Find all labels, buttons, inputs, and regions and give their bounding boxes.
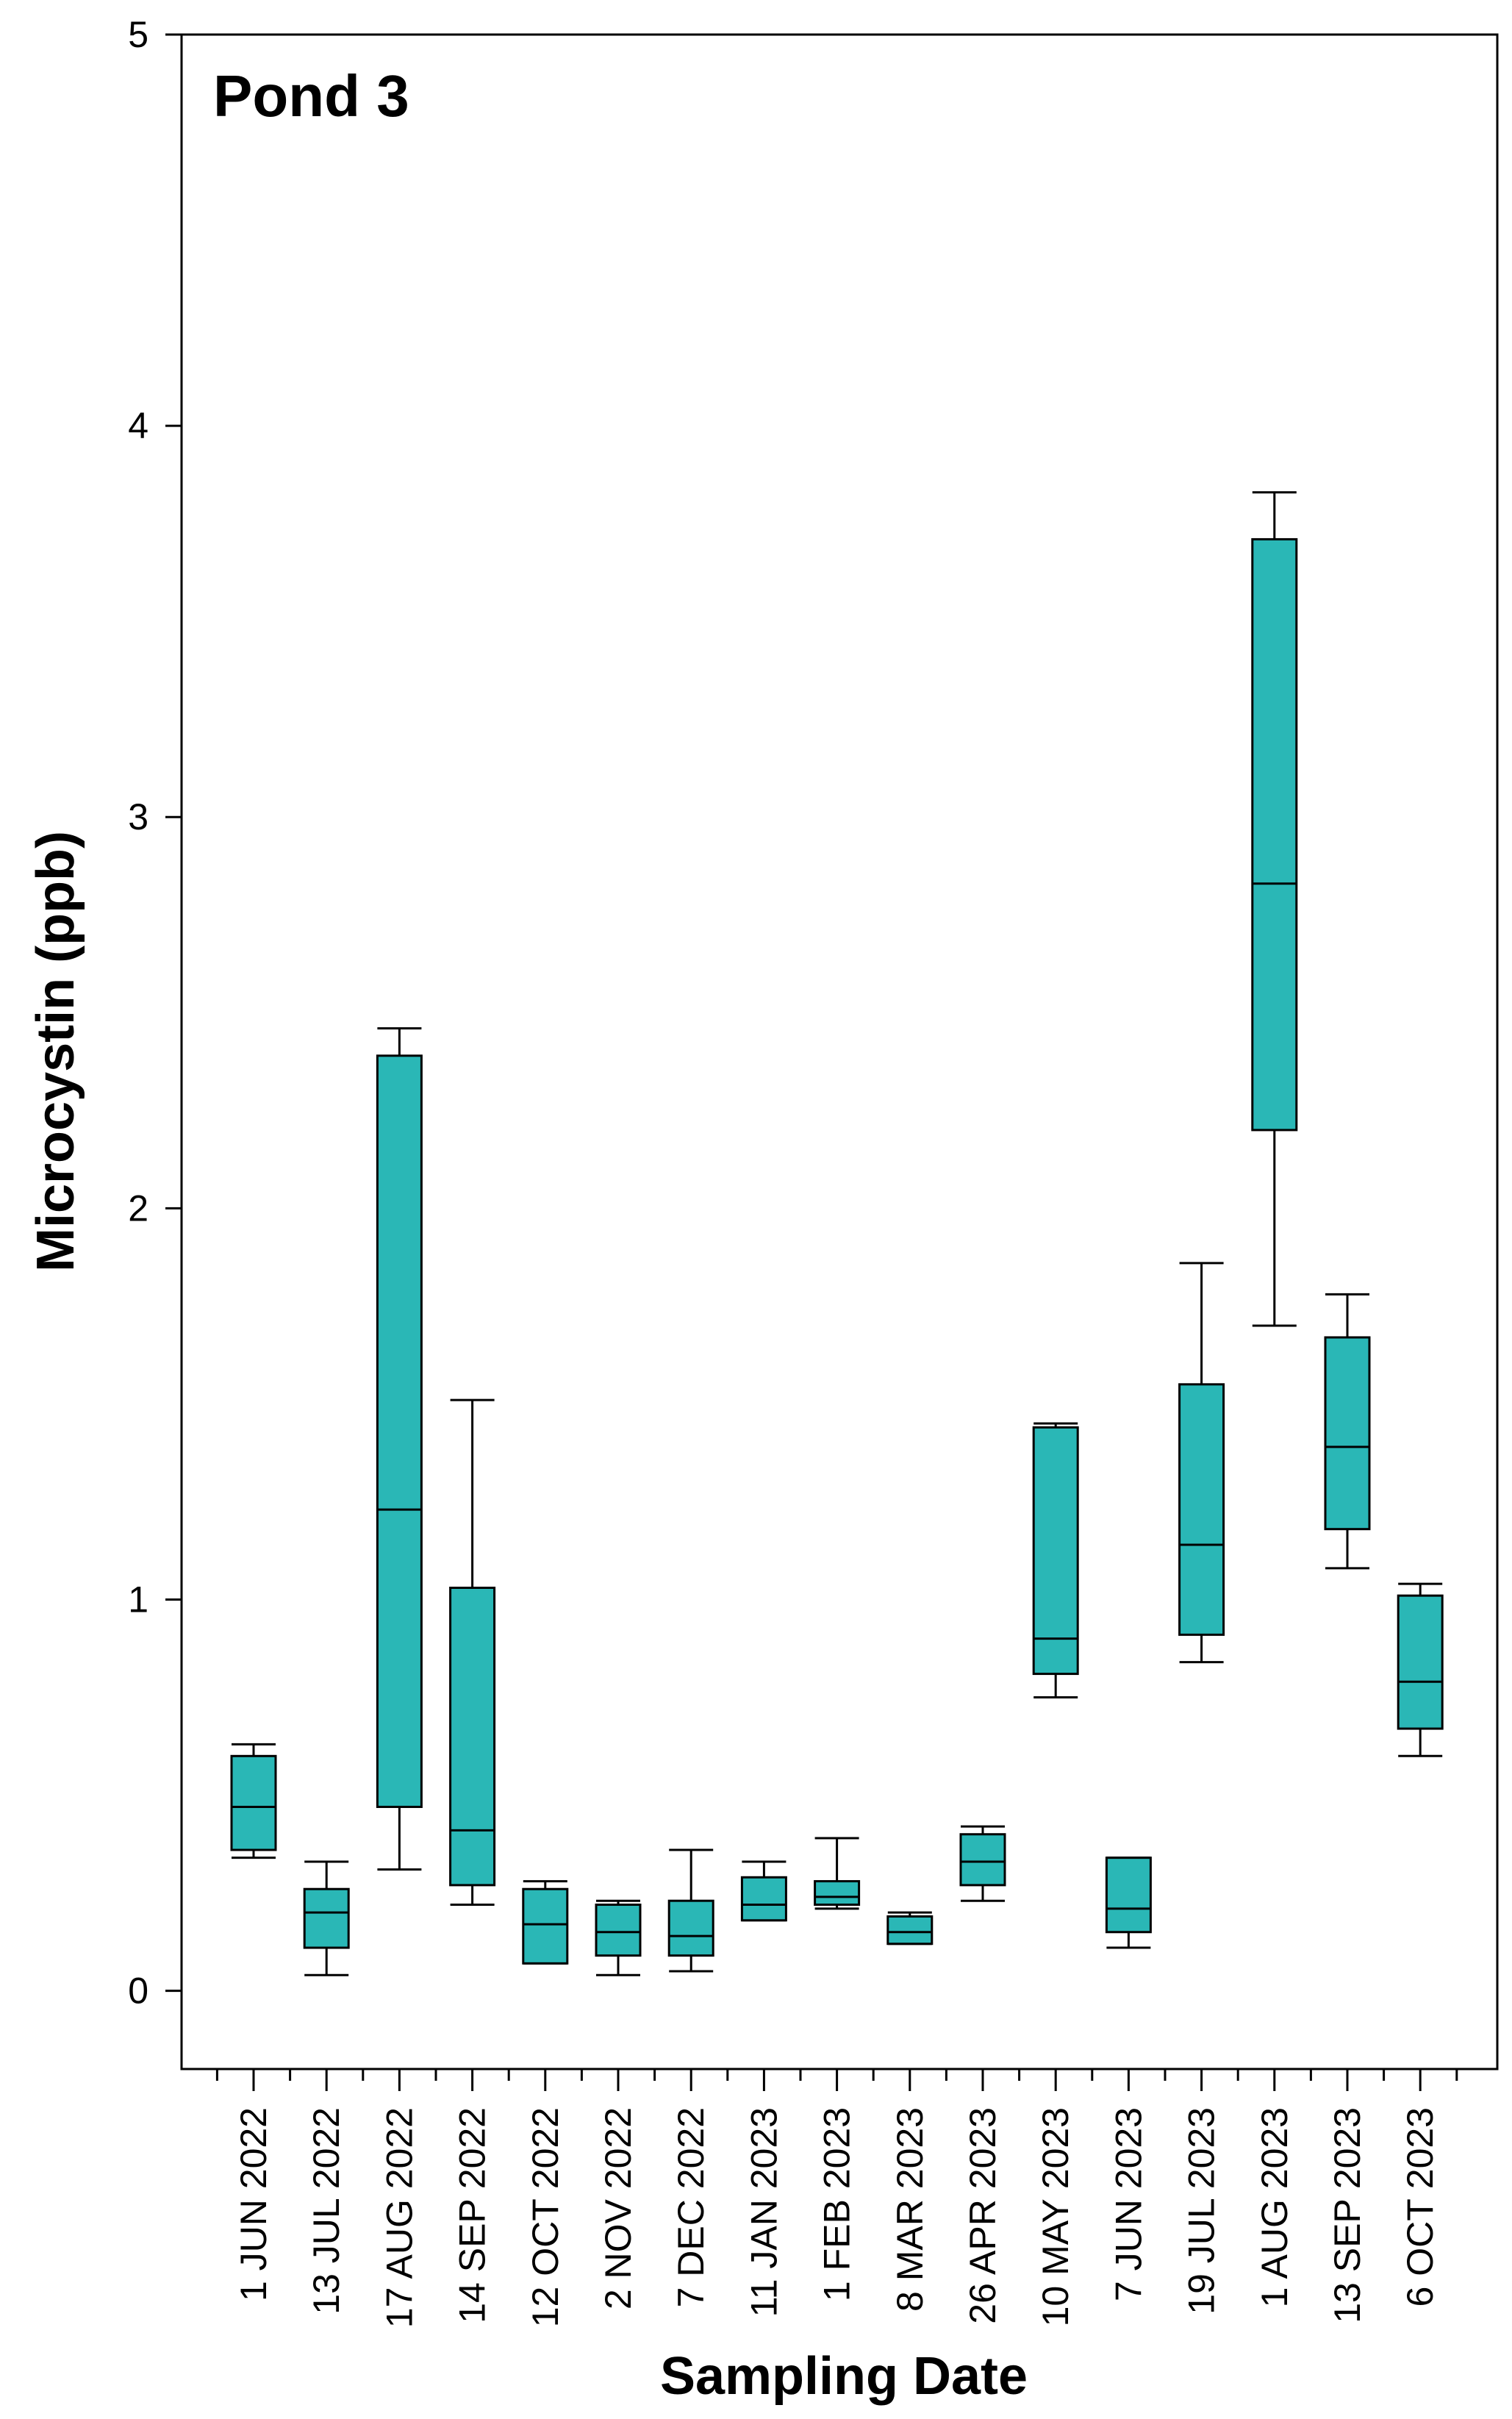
x-tick-label: 1 AUG 2023 — [1254, 2107, 1295, 2307]
x-tick-label: 17 AUG 2022 — [379, 2107, 420, 2328]
box-plot — [1251, 491, 1298, 1327]
box-plot — [303, 1860, 350, 1976]
box-iqr — [814, 1880, 861, 1907]
y-axis-title: Microcystin (ppb) — [26, 831, 85, 1272]
x-axis-title: Sampling Date — [660, 2347, 1028, 2406]
x-tick-label: 13 SEP 2023 — [1327, 2107, 1368, 2323]
box-iqr — [886, 1915, 934, 1945]
x-tick-label: 11 JAN 2023 — [743, 2107, 784, 2317]
box-iqr — [522, 1887, 569, 1965]
box-iqr — [1178, 1383, 1225, 1636]
x-tick-label: 6 OCT 2023 — [1400, 2107, 1441, 2307]
box-plot — [376, 1027, 423, 1871]
x-tick-label: 8 MAR 2023 — [889, 2107, 931, 2312]
box-plot — [814, 1837, 861, 1910]
box-iqr — [1397, 1594, 1444, 1730]
x-tick-label: 19 JUL 2023 — [1181, 2107, 1222, 2315]
plot-frame — [180, 33, 1499, 2070]
box-series — [230, 491, 1444, 1976]
box-plot — [1032, 1422, 1079, 1698]
box-plot — [740, 1860, 787, 1922]
box-plot — [595, 1899, 642, 1976]
y-axis: 0 1 2 3 4 5 — [128, 14, 182, 2012]
x-tick-label: 13 JUL 2022 — [306, 2107, 347, 2315]
box-plot — [1105, 1857, 1152, 1949]
x-tick-label: 1 FEB 2023 — [817, 2107, 858, 2301]
x-tick-label: 7 DEC 2022 — [670, 2107, 712, 2307]
box-iqr — [595, 1904, 642, 1957]
x-tick-label: 26 APR 2023 — [962, 2107, 1003, 2324]
box-plot — [1178, 1262, 1225, 1664]
box-plot — [1397, 1582, 1444, 1757]
box-iqr — [1324, 1336, 1371, 1531]
y-tick-label: 2 — [128, 1187, 148, 1229]
panel-title: Pond 3 — [213, 63, 409, 129]
box-plot — [1324, 1293, 1371, 1570]
box-iqr — [449, 1586, 496, 1887]
x-tick-label: 2 NOV 2022 — [598, 2107, 639, 2309]
box-iqr — [959, 1833, 1006, 1887]
y-tick-label: 5 — [128, 14, 148, 55]
box-iqr — [1251, 537, 1298, 1132]
x-tick-label: 12 OCT 2022 — [525, 2107, 566, 2327]
box-iqr — [667, 1899, 714, 1957]
box-iqr — [230, 1754, 277, 1851]
box-plot — [886, 1911, 934, 1945]
box-plot — [959, 1825, 1006, 1902]
y-tick-label: 1 — [128, 1579, 148, 1620]
box-iqr — [303, 1887, 350, 1949]
box-plot — [522, 1880, 569, 1965]
box-iqr — [1032, 1426, 1079, 1676]
box-iqr — [376, 1054, 423, 1808]
x-tick-label: 10 MAY 2023 — [1035, 2107, 1076, 2326]
box-iqr — [740, 1876, 787, 1922]
y-tick-label: 0 — [128, 1970, 148, 2012]
box-plot — [449, 1398, 496, 1907]
box-plot — [230, 1743, 277, 1859]
box-plot — [667, 1848, 714, 1973]
y-tick-label: 3 — [128, 796, 148, 837]
x-tick-label: 14 SEP 2022 — [452, 2107, 493, 2323]
box-iqr — [1105, 1857, 1152, 1934]
x-tick-label: 1 JUN 2022 — [233, 2107, 274, 2301]
x-axis: 1 JUN 2022 13 JUL 2022 17 AUG 2022 14 SEP 2… — [215, 2069, 1458, 2328]
y-tick-label: 4 — [128, 405, 148, 446]
x-tick-label: 7 JUN 2023 — [1108, 2107, 1149, 2301]
